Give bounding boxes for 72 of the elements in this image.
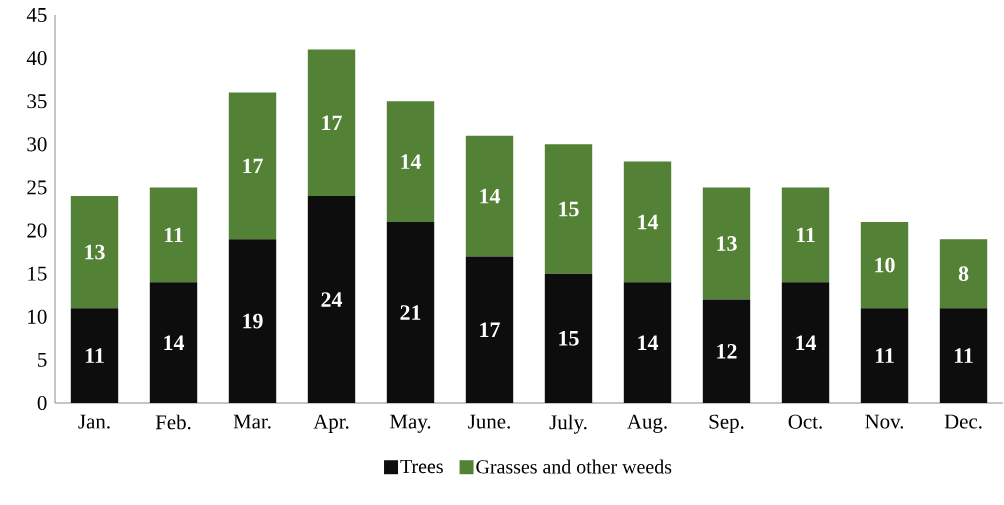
legend-label: Grasses and other weeds xyxy=(476,459,672,474)
data-label: 19 xyxy=(243,313,263,329)
y-tick-label: 35 xyxy=(27,94,47,109)
x-tick-label: Jan. xyxy=(78,414,110,429)
data-label: 17 xyxy=(243,158,263,174)
x-tick-label: Mar. xyxy=(233,414,271,429)
bar xyxy=(544,273,593,403)
bar xyxy=(781,187,830,283)
bar xyxy=(939,239,988,309)
data-label: 14 xyxy=(480,188,501,204)
x-tick-label: Aug. xyxy=(627,414,667,433)
bar xyxy=(228,239,277,403)
x-tick-label: Apr. xyxy=(313,414,349,433)
y-tick-label: 15 xyxy=(28,266,47,281)
x-tick-label: July. xyxy=(549,414,587,434)
bar xyxy=(386,221,435,403)
data-label: 21 xyxy=(400,305,421,320)
bar xyxy=(465,256,514,403)
bar xyxy=(465,135,514,257)
bar xyxy=(781,282,830,403)
data-label: 14 xyxy=(638,335,659,350)
bar xyxy=(307,49,356,197)
y-tick-label: 0 xyxy=(37,395,47,411)
bar xyxy=(860,308,909,403)
bar xyxy=(702,299,751,403)
data-label: 14 xyxy=(796,335,817,350)
bar xyxy=(228,92,277,240)
data-label: 15 xyxy=(559,201,579,217)
x-tick-label: Nov. xyxy=(865,414,904,429)
bar xyxy=(307,196,356,403)
data-label: 24 xyxy=(321,292,343,307)
x-tick-label: Dec. xyxy=(944,414,982,429)
y-tick-label: 5 xyxy=(38,352,47,367)
y-tick-label: 45 xyxy=(26,8,47,22)
bar xyxy=(860,221,909,309)
data-label: 11 xyxy=(796,227,815,243)
data-label: 11 xyxy=(164,227,183,243)
data-label: 11 xyxy=(85,348,104,363)
bar xyxy=(544,144,593,274)
bar xyxy=(70,308,119,403)
data-label: 10 xyxy=(875,257,895,273)
bar xyxy=(623,282,672,403)
data-label: 14 xyxy=(638,214,659,230)
bar xyxy=(149,187,198,283)
data-label: 13 xyxy=(85,244,105,260)
y-tick-label: 30 xyxy=(27,137,47,152)
y-tick-label: 40 xyxy=(26,51,47,66)
data-label: 14 xyxy=(401,154,422,169)
bar xyxy=(149,282,198,403)
y-tick-label: 10 xyxy=(28,309,47,324)
bar xyxy=(702,187,751,300)
x-tick-label: Feb. xyxy=(155,414,191,430)
bar xyxy=(623,161,672,283)
bar xyxy=(386,101,435,222)
data-label: 15 xyxy=(559,330,579,346)
x-tick-label: Oct. xyxy=(788,414,822,429)
y-tick-label: 25 xyxy=(27,180,47,195)
data-label: 17 xyxy=(322,115,342,131)
legend-label: Trees xyxy=(400,459,443,474)
data-label: 14 xyxy=(164,335,185,350)
data-label: 17 xyxy=(480,322,500,337)
x-tick-label: June. xyxy=(468,414,510,429)
bar xyxy=(70,196,119,309)
data-label: 11 xyxy=(875,348,894,363)
data-label: 13 xyxy=(717,236,737,251)
data-label: 12 xyxy=(717,344,737,359)
bar xyxy=(939,308,988,403)
data-label: 11 xyxy=(954,348,973,363)
x-tick-label: Sep. xyxy=(709,414,744,433)
data-label: 8 xyxy=(958,266,969,282)
y-tick-label: 20 xyxy=(27,223,47,238)
x-tick-label: May. xyxy=(390,414,431,433)
